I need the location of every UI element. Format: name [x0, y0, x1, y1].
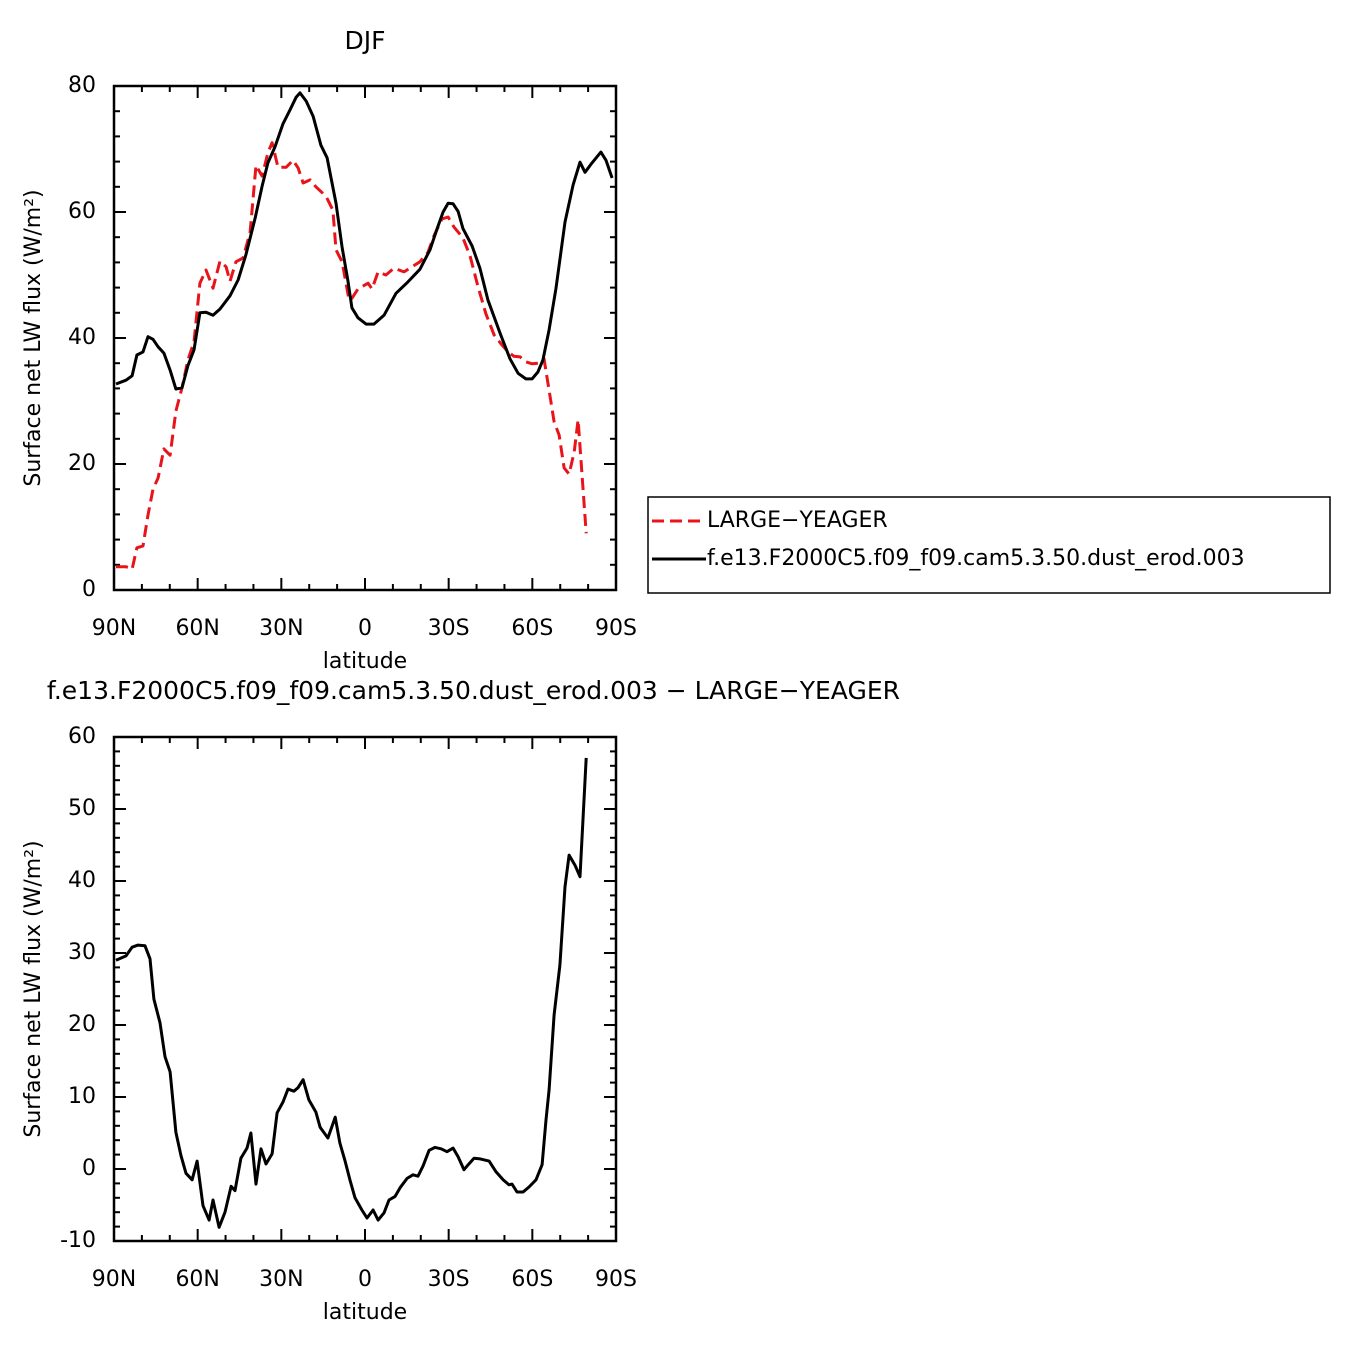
- legend-label: LARGE−YEAGER: [707, 508, 888, 533]
- y-tick-label: 20: [68, 451, 96, 476]
- y-tick-label: 0: [82, 1156, 96, 1181]
- x-tick-label: 60N: [175, 1267, 219, 1292]
- x-tick-label: 90N: [92, 1267, 136, 1292]
- x-tick-label: 60S: [511, 616, 553, 641]
- x-tick-label: 30S: [428, 616, 470, 641]
- data-line: [115, 91, 614, 391]
- x-tick-label: 30S: [428, 1267, 470, 1292]
- y-tick-label: 10: [68, 1084, 96, 1109]
- x-tick-label: 90S: [595, 616, 637, 641]
- x-tick-label: 30N: [259, 1267, 303, 1292]
- x-tick-label: 0: [358, 1267, 372, 1292]
- y-axis-label: Surface net LW flux (W/m²): [21, 840, 46, 1137]
- y-tick-label: 60: [68, 724, 96, 749]
- data-line: [116, 141, 588, 571]
- x-axis-label: latitude: [323, 1300, 407, 1325]
- y-tick-label: 40: [68, 868, 96, 893]
- y-tick-label: -10: [60, 1228, 96, 1253]
- y-tick-label: 0: [82, 577, 96, 602]
- x-tick-label: 60N: [175, 616, 219, 641]
- y-tick-label: 60: [68, 199, 96, 224]
- x-tick-label: 90S: [595, 1267, 637, 1292]
- y-tick-label: 40: [68, 325, 96, 350]
- x-tick-label: 0: [358, 616, 372, 641]
- y-tick-label: 30: [68, 940, 96, 965]
- y-tick-label: 80: [68, 73, 96, 98]
- y-tick-label: 50: [68, 796, 96, 821]
- data-line: [115, 757, 588, 1229]
- x-tick-label: 60S: [511, 1267, 553, 1292]
- legend-box: [647, 496, 1331, 594]
- legend: LARGE−YEAGER f.e13.F2000C5.f09_f09.cam5.3…: [647, 496, 1331, 594]
- legend-label: f.e13.F2000C5.f09_f09.cam5.3.50.dust_ero…: [707, 546, 1245, 571]
- chart-title: f.e13.F2000C5.f09_f09.cam5.3.50.dust_ero…: [47, 676, 900, 705]
- x-tick-label: 90N: [92, 616, 136, 641]
- chart-title: DJF: [344, 26, 385, 55]
- y-axis-label: Surface net LW flux (W/m²): [21, 189, 46, 486]
- axis-frame: [112, 84, 618, 592]
- x-tick-label: 30N: [259, 616, 303, 641]
- x-axis-label: latitude: [323, 649, 407, 674]
- y-tick-label: 20: [68, 1012, 96, 1037]
